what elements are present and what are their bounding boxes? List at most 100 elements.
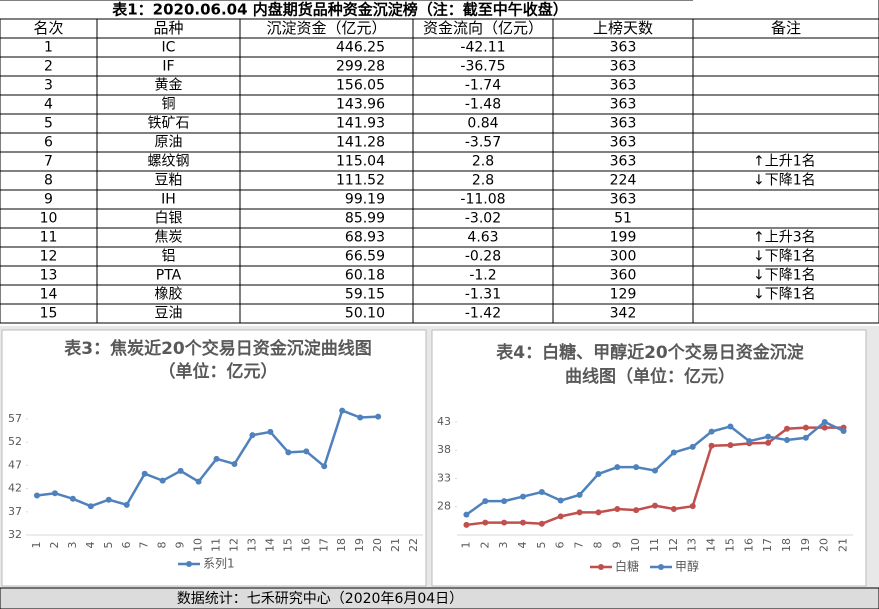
x-tick-label: 7 (138, 542, 151, 549)
point (538, 520, 545, 527)
table-cell: 11 (40, 230, 58, 246)
point (69, 495, 76, 502)
point (285, 449, 292, 456)
point (689, 503, 696, 510)
table-cell: 14 (40, 287, 58, 303)
x-tick-label: 6 (554, 542, 567, 549)
chart-title: 曲线图（单位：亿元） (565, 366, 735, 387)
point (802, 424, 809, 431)
point (802, 434, 809, 441)
table-cell: 12 (40, 249, 58, 265)
x-tick-label: 14 (705, 538, 718, 552)
point (784, 425, 790, 432)
chart-panel (431, 329, 867, 587)
table-cell: 199 (610, 230, 637, 246)
table-cell: 4.63 (467, 230, 498, 246)
point (689, 443, 696, 450)
point (501, 519, 508, 526)
x-tick-label: 4 (516, 542, 529, 549)
point (840, 428, 847, 434)
y-tick-label: 38 (437, 443, 451, 456)
point (670, 449, 677, 456)
table-cell: -1.48 (465, 97, 501, 113)
point (520, 519, 526, 526)
table-cell: 9 (44, 192, 53, 208)
point (765, 433, 772, 440)
table-cell: 豆油 (155, 306, 183, 322)
point (633, 507, 640, 514)
point (576, 491, 583, 498)
x-tick-label: 18 (335, 538, 348, 552)
x-tick-label: 16 (299, 538, 312, 552)
table-cell: -36.75 (460, 59, 505, 75)
point (614, 464, 621, 471)
table-cell: ↓下降1名 (753, 173, 816, 189)
x-tick-label: 10 (629, 538, 642, 552)
x-tick-label: 10 (192, 538, 205, 552)
y-tick-label: 32 (8, 528, 22, 541)
table-cell: 2.8 (472, 173, 494, 189)
point (652, 467, 658, 474)
x-tick-label: 16 (742, 538, 755, 552)
x-tick-label: 19 (353, 538, 366, 552)
footer: 数据统计：七禾研究中心（2020年6月04日） (177, 591, 463, 607)
table-cell: 363 (610, 40, 637, 56)
point (195, 478, 202, 485)
x-tick-label: 1 (30, 542, 43, 549)
point (303, 448, 310, 455)
x-tick-label: 11 (648, 538, 661, 552)
x-tick-label: 18 (780, 538, 793, 552)
table-cell: 铜 (162, 97, 176, 113)
x-tick-label: 20 (371, 538, 384, 552)
table-cell: 白银 (155, 211, 183, 227)
table-title: 表1：2020.06.04 内盘期货品种资金沉淀榜（注：截至中午收盘） (112, 1, 568, 19)
point (105, 496, 112, 503)
table-cell: 橡胶 (155, 286, 183, 303)
table-cell: ↓下降1名 (753, 249, 816, 265)
point (538, 489, 545, 496)
table-cell: -3.57 (465, 135, 501, 151)
point (708, 428, 715, 435)
chart-title: 表4：白糖、甲醇近20个交易日资金沉淀 (496, 342, 804, 363)
point (339, 407, 346, 414)
point (482, 519, 489, 526)
x-tick-label: 15 (281, 538, 294, 552)
point (746, 438, 753, 445)
point (821, 424, 828, 431)
point (267, 428, 274, 435)
table-cell: 363 (610, 97, 637, 113)
x-tick-label: 12 (227, 538, 240, 552)
y-tick-label: 33 (437, 471, 451, 484)
table-cell: 51 (614, 211, 632, 227)
point (652, 502, 658, 509)
legend-label: 甲醇 (675, 559, 699, 574)
table-cell: 10 (40, 211, 58, 227)
table-cell: -3.02 (465, 211, 501, 227)
chart-title: （单位：亿元） (159, 361, 278, 382)
point (595, 470, 602, 477)
table-cell: 363 (610, 192, 637, 208)
x-tick-label: 5 (102, 542, 115, 549)
table-cell: 143.96 (336, 97, 385, 113)
table-cell: 141.28 (336, 135, 385, 151)
x-tick-label: 2 (478, 542, 491, 549)
table-cell: 66.59 (345, 249, 385, 265)
table-cell: 300 (610, 249, 637, 265)
point (375, 413, 382, 420)
point (357, 414, 364, 421)
table-cell: -1.42 (465, 306, 501, 322)
table-cell: 141.93 (336, 116, 385, 132)
table-cell: 363 (610, 116, 637, 132)
x-tick-label: 3 (66, 542, 79, 549)
table-cell: -1.2 (469, 268, 496, 284)
point (482, 498, 489, 505)
point (576, 509, 583, 516)
table-cell: ↓下降1名 (753, 268, 816, 284)
table-cell: -1.31 (465, 287, 501, 303)
table-cell: 13 (40, 268, 58, 284)
table-cell: 螺纹钢 (148, 154, 190, 170)
y-tick-label: 43 (437, 415, 451, 428)
table-cell: 豆粕 (155, 173, 183, 189)
table-cell: 68.93 (345, 230, 385, 246)
table-cell: 129 (610, 287, 637, 303)
